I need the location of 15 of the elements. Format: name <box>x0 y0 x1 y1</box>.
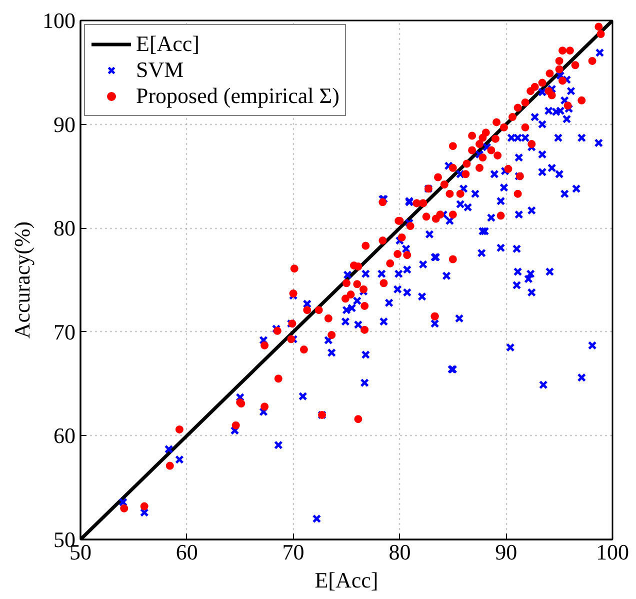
x-axis-title: E[Acc] <box>314 568 378 592</box>
y-tick-label: 80 <box>54 216 76 241</box>
x-tick-label: 70 <box>282 540 304 564</box>
x-tick-label: 60 <box>176 540 198 564</box>
legend-label: SVM <box>136 57 184 83</box>
y-tick-label: 60 <box>54 423 76 448</box>
legend-label: Proposed (empirical Σ) <box>136 83 340 109</box>
y-tick-label: 70 <box>54 319 76 344</box>
y-tick-label: 100 <box>42 8 76 33</box>
y-tick-label: 90 <box>54 112 76 137</box>
legend-label: E[Acc] <box>136 31 200 57</box>
x-tick-label: 100 <box>596 540 629 564</box>
x-tick-label: 90 <box>495 540 518 564</box>
x-tick-label: 80 <box>388 540 411 564</box>
y-axis-title: Accuracy(%) <box>10 221 34 339</box>
